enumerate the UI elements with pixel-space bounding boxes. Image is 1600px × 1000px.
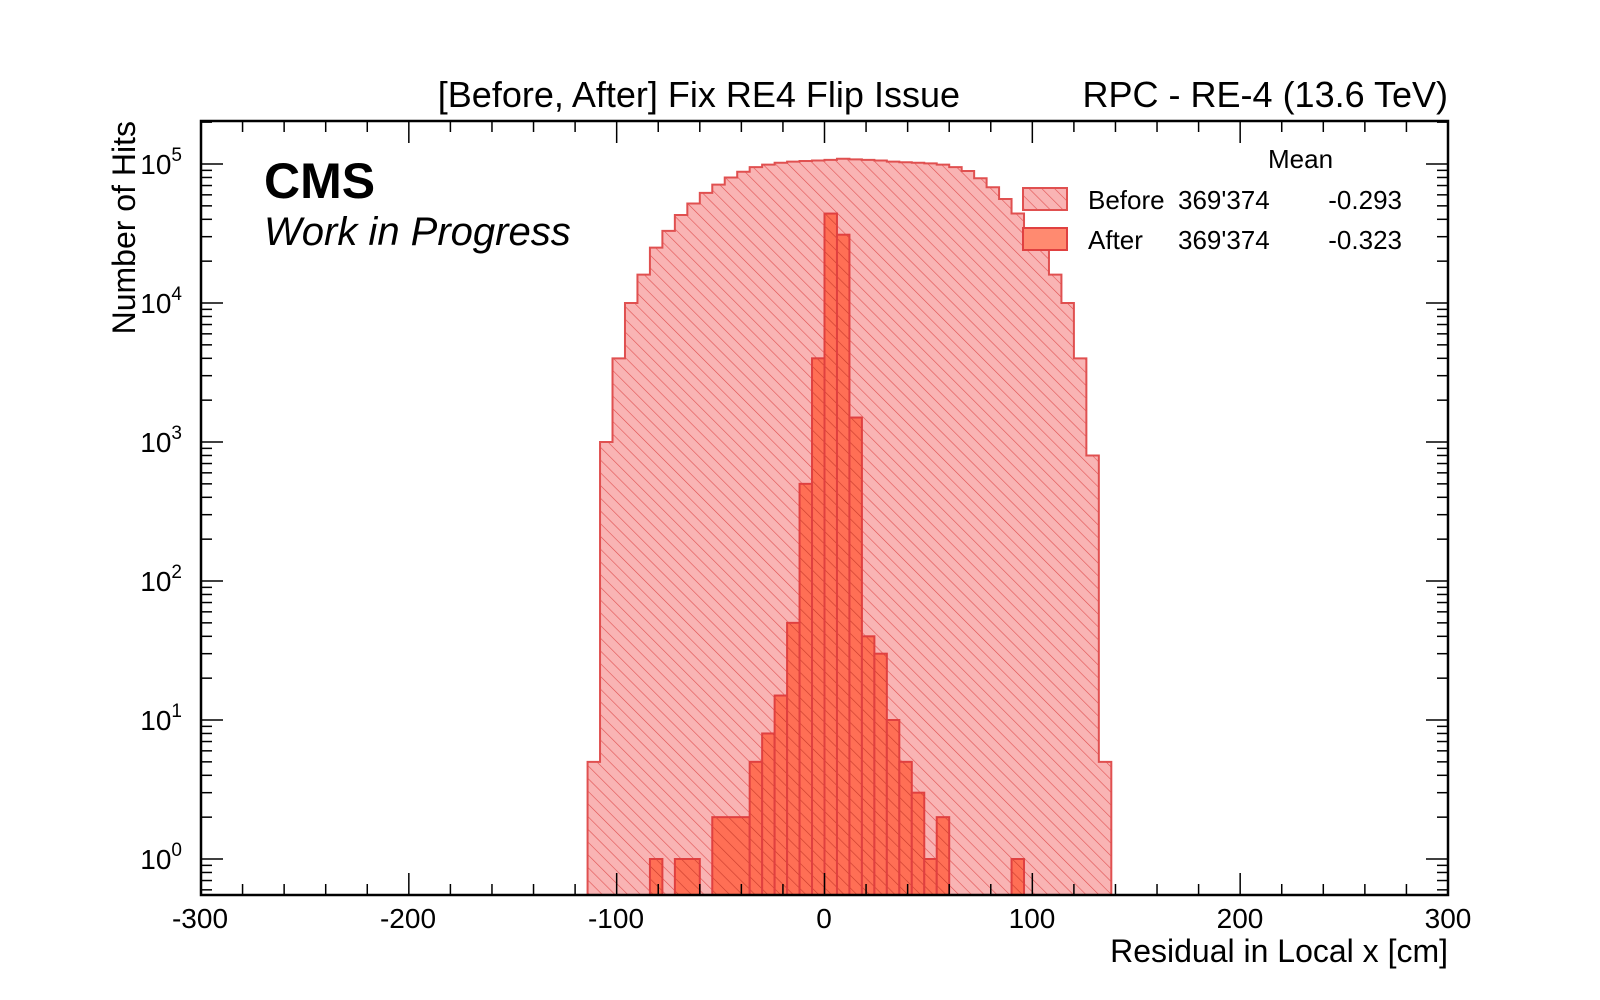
after-bar [823, 212, 838, 895]
after-bar [898, 760, 913, 895]
legend-swatch-before [1022, 187, 1068, 211]
chart-title-left: [Before, After] Fix RE4 Flip Issue [438, 74, 960, 115]
cms-label: CMS [264, 153, 375, 209]
chart-title-right: RPC - RE-4 (13.6 TeV) [1083, 74, 1448, 115]
legend-header: Mean [1268, 144, 1333, 174]
after-bar [786, 621, 801, 895]
legend-mean-after: -0.323 [1328, 225, 1402, 255]
x-tick-label: 0 [816, 903, 832, 934]
y-tick-label: 103 [140, 423, 182, 458]
after-bar [885, 719, 901, 895]
after-bar [873, 652, 888, 895]
x-tick-label: -100 [588, 903, 644, 934]
after-bar [711, 816, 751, 895]
after-bar [860, 635, 876, 895]
after-bar [761, 732, 776, 895]
after-bar [835, 233, 851, 895]
y-tick-label: 100 [140, 840, 182, 875]
legend-swatch-after [1022, 227, 1068, 251]
x-tick-label: -200 [380, 903, 436, 934]
after-bar [935, 816, 951, 895]
after-bar [811, 357, 826, 895]
after-bar [923, 858, 938, 895]
x-tick-label: 200 [1217, 903, 1264, 934]
after-bar [910, 791, 926, 895]
legend-name-before: Before [1088, 185, 1165, 215]
after-bar [673, 858, 701, 895]
legend: Mean Before 369'374 -0.293 After 369'374… [1022, 144, 1402, 255]
x-axis-ticks [200, 121, 1449, 895]
after-bar [1010, 858, 1026, 895]
cms-sublabel: Work in Progress [264, 210, 571, 254]
after-bar [648, 858, 664, 895]
y-axis-tick-labels: 100 101 102 103 104 105 [140, 145, 182, 875]
legend-entries-after: 369'374 [1178, 225, 1270, 255]
y-axis-label: Number of Hits [106, 121, 142, 334]
after-bar [748, 760, 764, 895]
after-bar [798, 482, 814, 895]
x-axis-label: Residual in Local x [cm] [1110, 933, 1448, 969]
x-tick-label: 300 [1425, 903, 1472, 934]
legend-name-after: After [1088, 225, 1143, 255]
y-axis-ticks [201, 121, 1448, 891]
y-tick-label: 101 [140, 701, 182, 736]
x-axis-tick-labels: -300 -200 -100 0 100 200 300 [172, 903, 1471, 934]
y-tick-label: 105 [140, 145, 182, 180]
series-after [648, 212, 1026, 895]
legend-entries-before: 369'374 [1178, 185, 1270, 215]
after-bars [648, 212, 1026, 895]
y-tick-label: 102 [140, 562, 182, 597]
x-tick-label: 100 [1009, 903, 1056, 934]
y-tick-label: 104 [140, 284, 182, 319]
after-bar [773, 694, 789, 895]
x-tick-label: -300 [172, 903, 228, 934]
after-bar [848, 416, 863, 895]
legend-mean-before: -0.293 [1328, 185, 1402, 215]
